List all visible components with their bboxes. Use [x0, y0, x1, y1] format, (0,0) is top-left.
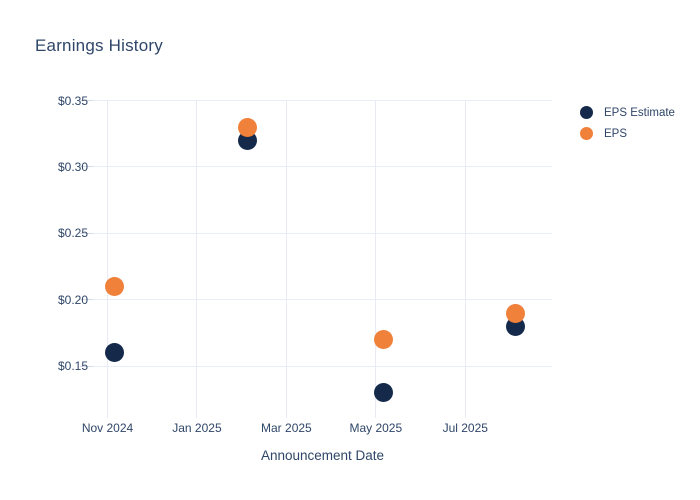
legend-label: EPS: [604, 127, 628, 140]
y-tick-mark: [80, 299, 93, 301]
x-tick-label: May 2025: [349, 421, 403, 435]
y-tick-mark: [80, 166, 93, 168]
data-point-eps[interactable]: [373, 330, 393, 350]
x-gridline: [375, 100, 377, 418]
y-tick-mark: [80, 365, 93, 367]
data-point-eps-estimate[interactable]: [373, 383, 393, 403]
y-tick-label: $0.30: [57, 159, 88, 174]
chart-title: Earnings History: [35, 36, 163, 55]
x-tick-label: Jan 2025: [172, 421, 222, 435]
x-tick-label: Mar 2025: [261, 421, 312, 435]
x-gridline: [107, 100, 108, 418]
legend-label: EPS Estimate: [604, 106, 675, 119]
y-gridline: [93, 365, 552, 367]
legend-item-eps-estimate[interactable]: EPS Estimate: [578, 102, 675, 123]
x-gridline: [196, 100, 198, 418]
y-tick-label: $0.15: [57, 359, 88, 374]
y-tick-mark: [80, 100, 93, 101]
y-gridline: [93, 166, 552, 168]
data-point-eps[interactable]: [238, 117, 258, 137]
x-tick-label: Jul 2025: [442, 421, 488, 435]
legend-marker-icon: [580, 106, 593, 119]
legend-item-eps[interactable]: EPS: [578, 123, 675, 144]
x-gridline: [285, 100, 287, 418]
y-gridline: [93, 100, 552, 101]
x-tick-label: Nov 2024: [81, 421, 134, 435]
y-tick-label: $0.20: [57, 292, 88, 307]
y-tick-label: $0.25: [57, 226, 88, 241]
x-gridline: [464, 100, 466, 418]
y-gridline: [93, 299, 552, 301]
legend-marker-icon: [580, 127, 593, 140]
data-point-eps[interactable]: [105, 276, 125, 296]
y-tick-mark: [80, 232, 93, 234]
x-axis-title: Announcement Date: [260, 448, 385, 463]
data-point-eps-estimate[interactable]: [105, 343, 125, 363]
legend: EPS Estimate EPS: [578, 102, 675, 144]
data-point-eps[interactable]: [506, 303, 526, 323]
y-tick-label: $0.35: [57, 93, 88, 108]
y-gridline: [93, 232, 552, 234]
